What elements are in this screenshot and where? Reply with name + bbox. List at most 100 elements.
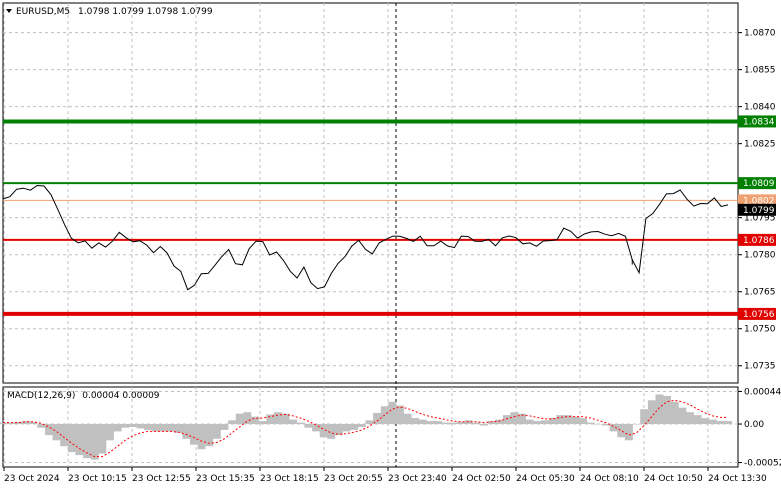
macd-bar (29, 421, 38, 424)
macd-bar (617, 424, 626, 438)
macd-bar (579, 418, 588, 424)
macd-bar (197, 424, 206, 450)
time-tick-label: 23 Oct 12:55 (132, 474, 191, 484)
dropdown-triangle-icon[interactable] (6, 9, 12, 13)
macd-bar (312, 424, 320, 432)
macd-bar (174, 424, 183, 433)
macd-bar (525, 419, 534, 424)
time-tick-label: 23 Oct 23:40 (388, 474, 447, 484)
macd-bar (281, 413, 290, 425)
macd-bar (647, 400, 656, 424)
macd-bar (571, 416, 580, 424)
macd-bar (144, 424, 153, 430)
ohlc-values: 1.0798 1.0799 1.0798 1.0799 (78, 7, 213, 17)
macd-tick-label: 0.00044 (744, 387, 781, 397)
time-tick-label: 24 Oct 08:10 (580, 474, 639, 484)
level-label: 1.0786 (743, 236, 775, 246)
macd-bar (90, 424, 99, 460)
level-label-bg (738, 307, 776, 320)
macd-bar (541, 420, 549, 424)
macd-bar (235, 413, 244, 425)
current-price-label: 1.0799 (743, 206, 775, 216)
macd-bar (167, 424, 175, 432)
macd-bar (533, 421, 542, 425)
price-tick-label: 1.0750 (744, 325, 776, 335)
macd-label: MACD(12,26,9) (7, 391, 75, 401)
macd-bar (304, 424, 313, 428)
macd-bar (182, 424, 191, 439)
level-label-bg (738, 177, 776, 190)
macd-bar (708, 419, 717, 424)
time-tick-label: 23 Oct 15:35 (196, 474, 255, 484)
macd-bar (266, 414, 275, 424)
macd-bar (319, 424, 328, 438)
macd-bar (128, 424, 137, 427)
macd-bar (67, 424, 76, 453)
macd-bar (586, 422, 595, 425)
macd-bar (640, 409, 649, 424)
macd-bar (83, 424, 91, 459)
macd-bar (205, 424, 214, 447)
macd-bar (464, 420, 473, 424)
chart-header: EURUSD,M5 1.0798 1.0799 1.0798 1.0799 (6, 7, 213, 17)
current-price-bg (738, 203, 776, 216)
level-label-bg (738, 115, 776, 128)
macd-bar (121, 424, 130, 428)
macd-bar (151, 424, 160, 432)
macd-bar (327, 424, 336, 439)
macd-bar (487, 421, 496, 425)
macd-bar (98, 424, 107, 454)
macd-bar (350, 424, 359, 430)
bid-label: 1.0802 (743, 196, 775, 206)
macd-bar (388, 401, 397, 424)
time-tick-label: 23 Oct 20:55 (324, 474, 383, 484)
level-label: 1.0834 (743, 117, 775, 127)
macd-bar (45, 424, 53, 436)
time-tick-label: 24 Oct 10:50 (644, 474, 703, 484)
macd-bar (60, 424, 69, 447)
symbol-label: EURUSD,M5 (16, 7, 70, 17)
macd-bar (502, 415, 511, 424)
time-tick-label: 23 Oct 10:15 (68, 474, 127, 484)
macd-bar (693, 415, 702, 424)
macd-bar (212, 424, 221, 439)
macd-bar (449, 422, 458, 425)
macd-bar (220, 424, 229, 430)
macd-bar (296, 422, 305, 425)
macd-bar (22, 421, 30, 425)
macd-bar (159, 424, 168, 432)
price-axis: 1.0870 1.0855 1.0840 1.0825 1.0795 1.0780 1.07… (738, 29, 776, 372)
macd-bar (6, 422, 15, 425)
macd-bar (14, 421, 23, 424)
macd-bar (365, 420, 374, 424)
time-tick-label: 24 Oct 13:30 (708, 474, 767, 484)
time-tick-label: 23 Oct 18:15 (260, 474, 319, 484)
time-tick-label: 23 Oct 2024 (4, 474, 60, 484)
macd-bar (357, 424, 366, 427)
macd-bar (594, 424, 603, 425)
macd-bar (396, 405, 404, 424)
macd-bar (701, 418, 710, 424)
level-lines (3, 119, 738, 316)
macd-bar (625, 424, 633, 441)
price-series (2, 184, 729, 291)
price-tick-label: 1.0855 (744, 66, 776, 76)
macd-bar (457, 421, 465, 424)
macd-bar (632, 424, 641, 425)
macd-bar (403, 413, 412, 425)
macd-bar (75, 424, 84, 456)
price-tick-label: 1.0825 (744, 140, 776, 150)
macd-bar (670, 401, 679, 424)
macd-bar (548, 418, 557, 424)
price-tick-label: 1.0870 (744, 29, 776, 39)
price-tick-label: 1.0795 (744, 214, 776, 224)
macd-bar (441, 422, 450, 425)
macd-bar (228, 420, 236, 424)
level-label: 1.0809 (743, 179, 775, 189)
macd-bar (472, 422, 481, 425)
macd-bar (113, 424, 122, 432)
main-plot-frame (2, 2, 739, 384)
svg-text:MACD(12,26,9) 0.00004 0.: MACD(12,26,9) 0.00004 0.00009 (7, 391, 160, 401)
macd-bar (563, 415, 572, 424)
